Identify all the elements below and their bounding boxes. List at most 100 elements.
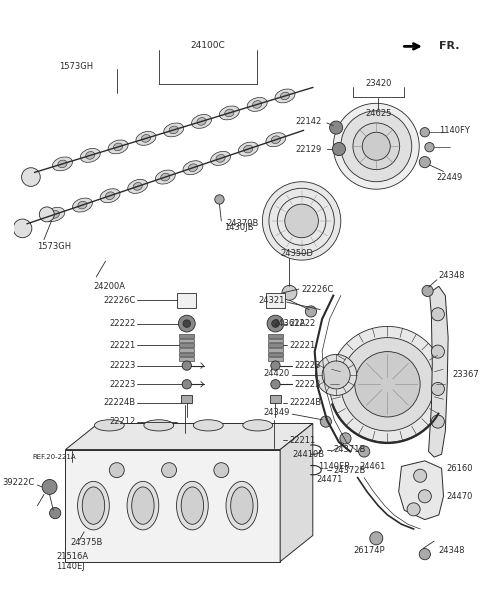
Circle shape <box>414 469 427 482</box>
Text: 24349: 24349 <box>263 408 289 416</box>
Circle shape <box>282 285 297 300</box>
Bar <box>268 343 283 347</box>
Text: 1140EJ: 1140EJ <box>56 562 85 571</box>
Circle shape <box>340 433 351 444</box>
Text: FR.: FR. <box>439 41 459 52</box>
Circle shape <box>263 182 341 260</box>
Text: 24361A: 24361A <box>273 319 306 328</box>
Ellipse shape <box>141 134 151 142</box>
Ellipse shape <box>226 482 258 530</box>
Circle shape <box>419 548 431 560</box>
Circle shape <box>271 361 280 370</box>
Ellipse shape <box>244 145 253 153</box>
Circle shape <box>316 354 357 395</box>
Polygon shape <box>399 461 444 520</box>
Text: 24348: 24348 <box>439 272 465 280</box>
Text: 22221: 22221 <box>109 340 135 350</box>
Circle shape <box>419 156 431 168</box>
Ellipse shape <box>275 89 295 103</box>
Ellipse shape <box>225 109 234 117</box>
Circle shape <box>214 463 229 478</box>
Circle shape <box>267 443 280 456</box>
Ellipse shape <box>238 142 258 156</box>
Ellipse shape <box>136 131 156 145</box>
Text: 24471: 24471 <box>316 475 343 484</box>
Bar <box>268 339 283 342</box>
Ellipse shape <box>193 420 223 431</box>
Bar <box>180 339 194 342</box>
Text: 21516A: 21516A <box>56 551 88 561</box>
Text: 26174P: 26174P <box>353 546 384 555</box>
Bar <box>180 358 194 361</box>
Text: 24348: 24348 <box>439 546 465 555</box>
Ellipse shape <box>128 179 148 193</box>
Text: 22226C: 22226C <box>301 285 334 294</box>
Text: 22221: 22221 <box>289 340 316 350</box>
Text: 22223: 22223 <box>294 380 321 389</box>
Ellipse shape <box>78 201 87 209</box>
Circle shape <box>49 508 61 519</box>
Text: 22226C: 22226C <box>103 295 135 305</box>
Text: 39222C: 39222C <box>2 478 35 487</box>
Ellipse shape <box>58 160 67 168</box>
Bar <box>180 353 194 356</box>
Text: 24625: 24625 <box>365 109 391 118</box>
Ellipse shape <box>95 420 124 431</box>
Ellipse shape <box>177 482 208 530</box>
Ellipse shape <box>78 482 109 530</box>
Text: 22223: 22223 <box>109 361 135 370</box>
Ellipse shape <box>192 114 212 128</box>
Circle shape <box>22 168 40 187</box>
Text: 1430JB: 1430JB <box>224 223 253 232</box>
Text: 24370B: 24370B <box>226 219 259 228</box>
Circle shape <box>305 306 316 317</box>
Text: 22449: 22449 <box>436 173 462 182</box>
Ellipse shape <box>86 151 95 159</box>
Text: REF.20-221A: REF.20-221A <box>33 454 76 460</box>
Circle shape <box>42 480 57 494</box>
Ellipse shape <box>52 157 72 171</box>
Circle shape <box>330 326 445 442</box>
Text: 24410B: 24410B <box>293 450 325 459</box>
Text: 1140FY: 1140FY <box>439 126 470 135</box>
Bar <box>181 395 192 403</box>
Circle shape <box>162 463 177 478</box>
Circle shape <box>39 207 54 222</box>
Ellipse shape <box>219 106 240 120</box>
Text: 1573GH: 1573GH <box>37 241 72 250</box>
Circle shape <box>355 351 420 417</box>
Ellipse shape <box>247 97 267 111</box>
Ellipse shape <box>161 173 170 181</box>
Circle shape <box>109 463 124 478</box>
Text: 22222: 22222 <box>109 319 135 328</box>
Text: 24461: 24461 <box>359 462 385 471</box>
Circle shape <box>353 123 400 170</box>
Text: 22223: 22223 <box>294 361 321 370</box>
Polygon shape <box>65 449 280 562</box>
Text: 23420: 23420 <box>365 79 391 88</box>
Bar <box>268 334 283 337</box>
Bar <box>268 358 283 361</box>
Ellipse shape <box>127 482 159 530</box>
Polygon shape <box>280 424 313 562</box>
Circle shape <box>359 446 370 457</box>
Ellipse shape <box>183 161 203 174</box>
Circle shape <box>269 188 334 254</box>
Circle shape <box>333 142 346 156</box>
Circle shape <box>182 361 192 370</box>
Text: 22211: 22211 <box>289 436 316 445</box>
Text: 22224B: 22224B <box>289 398 322 407</box>
Circle shape <box>320 416 332 427</box>
Circle shape <box>267 315 284 332</box>
Circle shape <box>179 428 192 441</box>
Circle shape <box>418 490 432 503</box>
Ellipse shape <box>266 133 286 147</box>
Circle shape <box>285 204 318 238</box>
Ellipse shape <box>156 170 175 184</box>
Bar <box>178 293 196 308</box>
Circle shape <box>330 121 343 134</box>
Circle shape <box>432 308 444 321</box>
Text: 26160: 26160 <box>446 464 473 473</box>
Ellipse shape <box>243 420 273 431</box>
Polygon shape <box>65 424 313 449</box>
